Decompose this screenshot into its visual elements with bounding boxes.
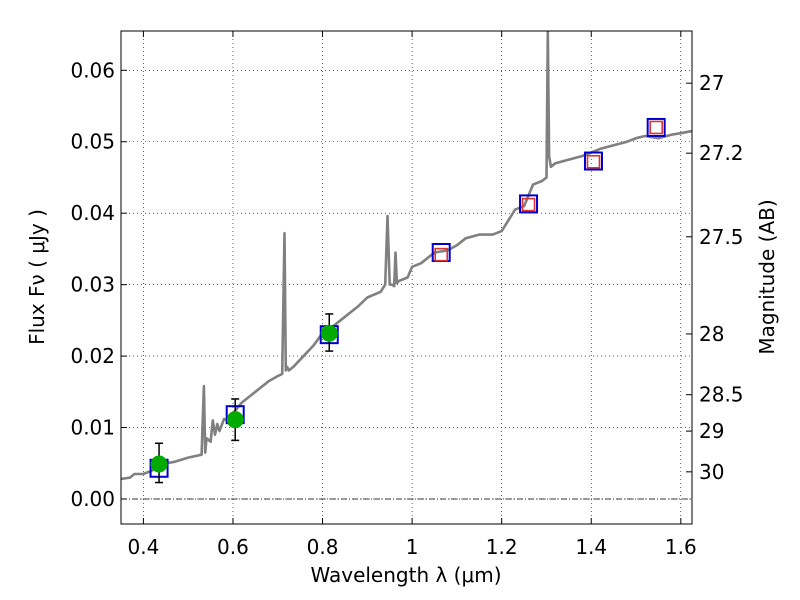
grid — [121, 31, 692, 524]
model-photometry-point — [646, 117, 666, 137]
y-tick-label: 0.04 — [70, 201, 115, 225]
x-axis-label: Wavelength λ (μm) — [310, 563, 501, 587]
right-tick-label: 29 — [699, 419, 724, 443]
y-tick-label: 0.03 — [70, 273, 115, 297]
observed-photometry-point — [320, 324, 338, 342]
ticks: 0.4 0.6 0.8 1 1.2 1.4 1.6 0.00 0.01 0.02 0.03 0.04 0… — [70, 31, 744, 559]
y-tick-label: 0.01 — [70, 416, 115, 440]
x-tick-label: 1 — [406, 535, 419, 559]
y-axis-label: Flux Fν ( μJy ) — [25, 209, 49, 345]
x-tick-label: 1.4 — [575, 535, 607, 559]
right-tick-label: 28 — [699, 322, 724, 346]
upper-limit-point — [586, 154, 601, 169]
series-layer — [121, 31, 692, 484]
x-tick-label: 0.4 — [127, 535, 159, 559]
y-axis-right-label: Magnitude (AB) — [755, 199, 779, 354]
plot-frame — [120, 30, 693, 525]
upper-limit-point — [649, 120, 663, 135]
right-tick-label: 28.5 — [699, 383, 744, 407]
y-tick-label: 0.06 — [70, 58, 115, 82]
x-tick-label: 0.6 — [217, 535, 249, 559]
model-photometry-point — [583, 151, 603, 171]
upper-limit-point — [521, 197, 536, 212]
right-tick-label: 27.5 — [699, 225, 744, 249]
observed-photometry-point — [150, 455, 168, 473]
y-tick-label: 0.05 — [70, 130, 115, 154]
right-tick-label: 27 — [699, 71, 724, 95]
y-tick-label: 0.00 — [70, 487, 115, 511]
x-tick-label: 1.2 — [486, 535, 518, 559]
spectrum-line — [121, 31, 692, 481]
x-tick-label: 0.8 — [307, 535, 339, 559]
observed-photometry-point — [226, 411, 244, 429]
right-tick-label: 30 — [699, 460, 724, 484]
x-tick-label: 1.6 — [665, 535, 697, 559]
y-tick-label: 0.02 — [70, 344, 115, 368]
model-photometry-point — [519, 194, 539, 214]
upper-limit-point — [434, 247, 449, 262]
right-tick-label: 27.2 — [699, 141, 744, 165]
